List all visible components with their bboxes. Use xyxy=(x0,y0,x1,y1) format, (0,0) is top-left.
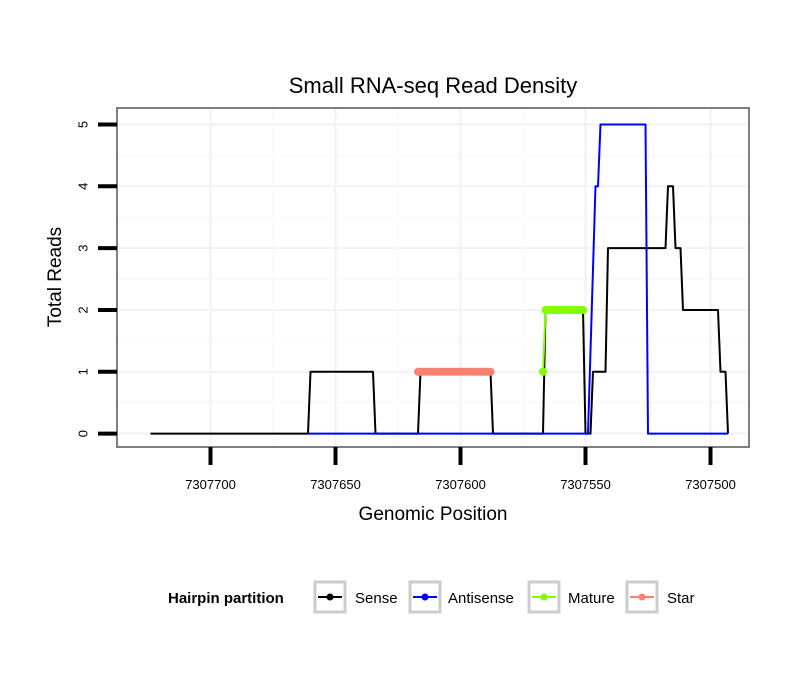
y-tick-label: 2 xyxy=(75,306,90,313)
mature-point xyxy=(579,305,587,314)
x-tick-label: 7307550 xyxy=(560,477,611,492)
legend-key-antisense xyxy=(408,580,442,614)
x-tick-label: 7307600 xyxy=(435,477,486,492)
star-point xyxy=(486,367,495,376)
legend-key-point xyxy=(540,593,548,601)
y-tick-label: 4 xyxy=(75,183,90,190)
x-tick-label: 7307650 xyxy=(310,477,361,492)
legend-key-point xyxy=(326,593,334,601)
legend: Hairpin partition Sense Antisense Mature St… xyxy=(168,580,695,614)
y-tick-label: 3 xyxy=(75,245,90,252)
y-axis: 0 1 2 3 4 5 xyxy=(75,121,117,437)
legend-key-star xyxy=(625,580,659,614)
y-axis-title: Total Reads xyxy=(45,227,66,327)
legend-key-point xyxy=(421,593,429,601)
legend-title: Hairpin partition xyxy=(168,590,284,607)
series-star xyxy=(414,367,495,376)
series-mature xyxy=(539,305,587,376)
legend-key-mature xyxy=(527,580,561,614)
legend-label-antisense: Antisense xyxy=(448,590,514,607)
x-axis-title: Genomic Position xyxy=(359,504,508,525)
grid-lines xyxy=(118,109,748,446)
y-tick-label: 5 xyxy=(75,121,90,128)
chart-title: Small RNA-seq Read Density xyxy=(289,73,578,98)
legend-label-star: Star xyxy=(667,590,695,607)
series-layer xyxy=(150,123,729,435)
legend-label-sense: Sense xyxy=(355,590,398,607)
x-axis: 7307700 7307650 7307600 7307550 7307500 xyxy=(185,447,736,492)
mature-point xyxy=(539,367,547,376)
series-antisense xyxy=(308,123,728,435)
legend-label-mature: Mature xyxy=(568,590,615,607)
x-tick-label: 7307500 xyxy=(685,477,736,492)
plot-border xyxy=(116,107,750,448)
y-tick-label: 1 xyxy=(75,368,90,375)
antisense-line xyxy=(308,123,728,435)
legend-key-sense xyxy=(313,580,347,614)
legend-key-point xyxy=(638,593,646,601)
x-tick-label: 7307700 xyxy=(185,477,236,492)
y-tick-label: 0 xyxy=(75,430,90,437)
